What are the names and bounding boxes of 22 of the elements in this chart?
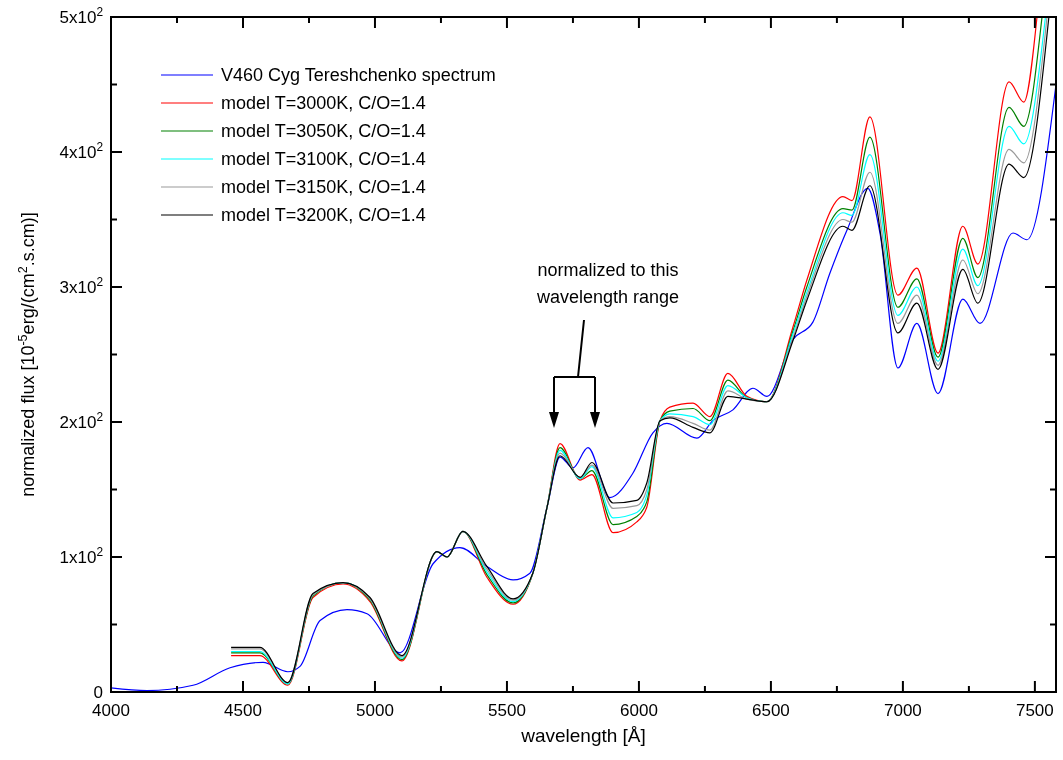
legend-label: model T=3150K, C/O=1.4 <box>221 177 426 197</box>
x-tick-label: 4500 <box>224 701 262 720</box>
legend-label: V460 Cyg Tereshchenko spectrum <box>221 65 496 85</box>
x-tick-label: 4000 <box>92 701 130 720</box>
y-tick-label: 3x10$^{2}$ <box>59 275 104 297</box>
legend-label: model T=3100K, C/O=1.4 <box>221 149 426 169</box>
legend-label: model T=3000K, C/O=1.4 <box>221 93 426 113</box>
x-tick-label: 5000 <box>356 701 394 720</box>
annotation: normalized to this wavelength range <box>535 260 680 307</box>
x-tick-label: 5500 <box>488 701 526 720</box>
y-tick-label: 1x10$^{2}$ <box>59 545 104 567</box>
x-tick-label: 6000 <box>620 701 658 720</box>
y-tick-label: 0 <box>93 683 103 702</box>
legend-label: model T=3050K, C/O=1.4 <box>221 121 426 141</box>
x-tick-label: 7000 <box>883 701 922 720</box>
legend-label: model T=3200K, C/O=1.4 <box>221 205 426 225</box>
y-tick-label: 4x10$^{2}$ <box>59 140 104 162</box>
x-tick-label: 7500 <box>1015 701 1054 720</box>
x-tick-label: 6500 <box>752 701 790 720</box>
y-tick-label: 2x10$^{2}$ <box>59 410 104 432</box>
y-tick-label: 5x10$^{2}$ <box>59 5 104 27</box>
x-axis-title: wavelength [Å] <box>520 725 646 746</box>
